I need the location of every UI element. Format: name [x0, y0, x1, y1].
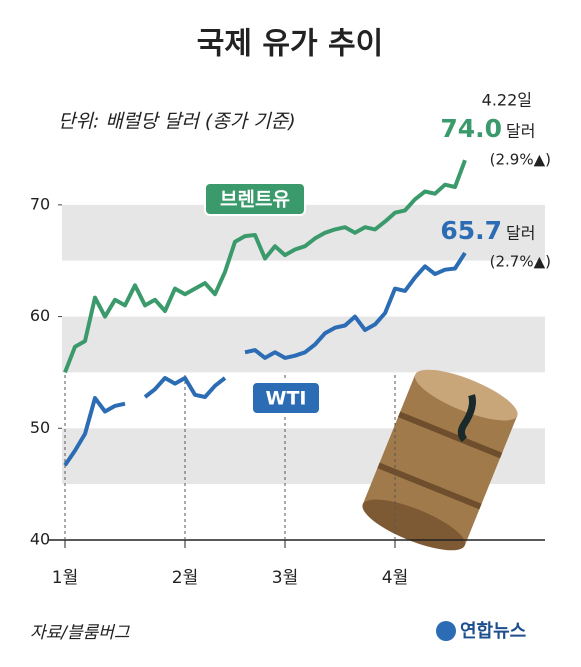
- logo: 연합뉴스: [436, 620, 526, 642]
- barrel-illustration: [362, 369, 518, 551]
- x-tick-label: 4월: [382, 568, 408, 588]
- unit-label: 달러: [506, 224, 535, 243]
- x-tick-label: 2월: [172, 568, 198, 588]
- legend-badge: [251, 381, 321, 415]
- source: 자료/블룸버그: [30, 623, 130, 643]
- y-tick-label: 50: [30, 418, 50, 437]
- chart-title: 국제 유가 추이: [197, 27, 384, 62]
- change-label: (2.7%▲): [490, 253, 551, 271]
- x-tick-label: 3월: [272, 568, 298, 588]
- barrel-bottom: [362, 499, 466, 551]
- stripe: [62, 260, 545, 317]
- logo-mark: [436, 621, 456, 641]
- legend-label: WTI: [266, 388, 307, 410]
- barrel-ring: [397, 411, 503, 459]
- value-label: 65.7: [440, 216, 502, 245]
- x-tick-label: 1월: [52, 568, 78, 588]
- barrel-ring: [377, 462, 482, 510]
- y-tick-label: 40: [30, 530, 50, 549]
- barrel-top: [414, 369, 518, 421]
- stripe: [62, 316, 545, 373]
- date-annotation: 4.22일: [482, 91, 532, 110]
- change-label: (2.9%▲): [490, 151, 551, 169]
- y-tick-label: 60: [30, 306, 50, 325]
- legend-label: 브렌트유: [220, 189, 290, 211]
- y-tick-label: 70: [30, 194, 50, 213]
- series-line: [63, 159, 467, 374]
- logo-text: 연합뉴스: [460, 620, 526, 642]
- legend-badge: [204, 182, 306, 216]
- unit-label: 달러: [506, 122, 535, 141]
- series-line: [63, 251, 467, 467]
- oil-drip: [457, 394, 477, 442]
- value-label: 74.0: [440, 114, 502, 143]
- chart-subtitle: 단위: 배럴당 달러 (종가 기준): [58, 111, 296, 133]
